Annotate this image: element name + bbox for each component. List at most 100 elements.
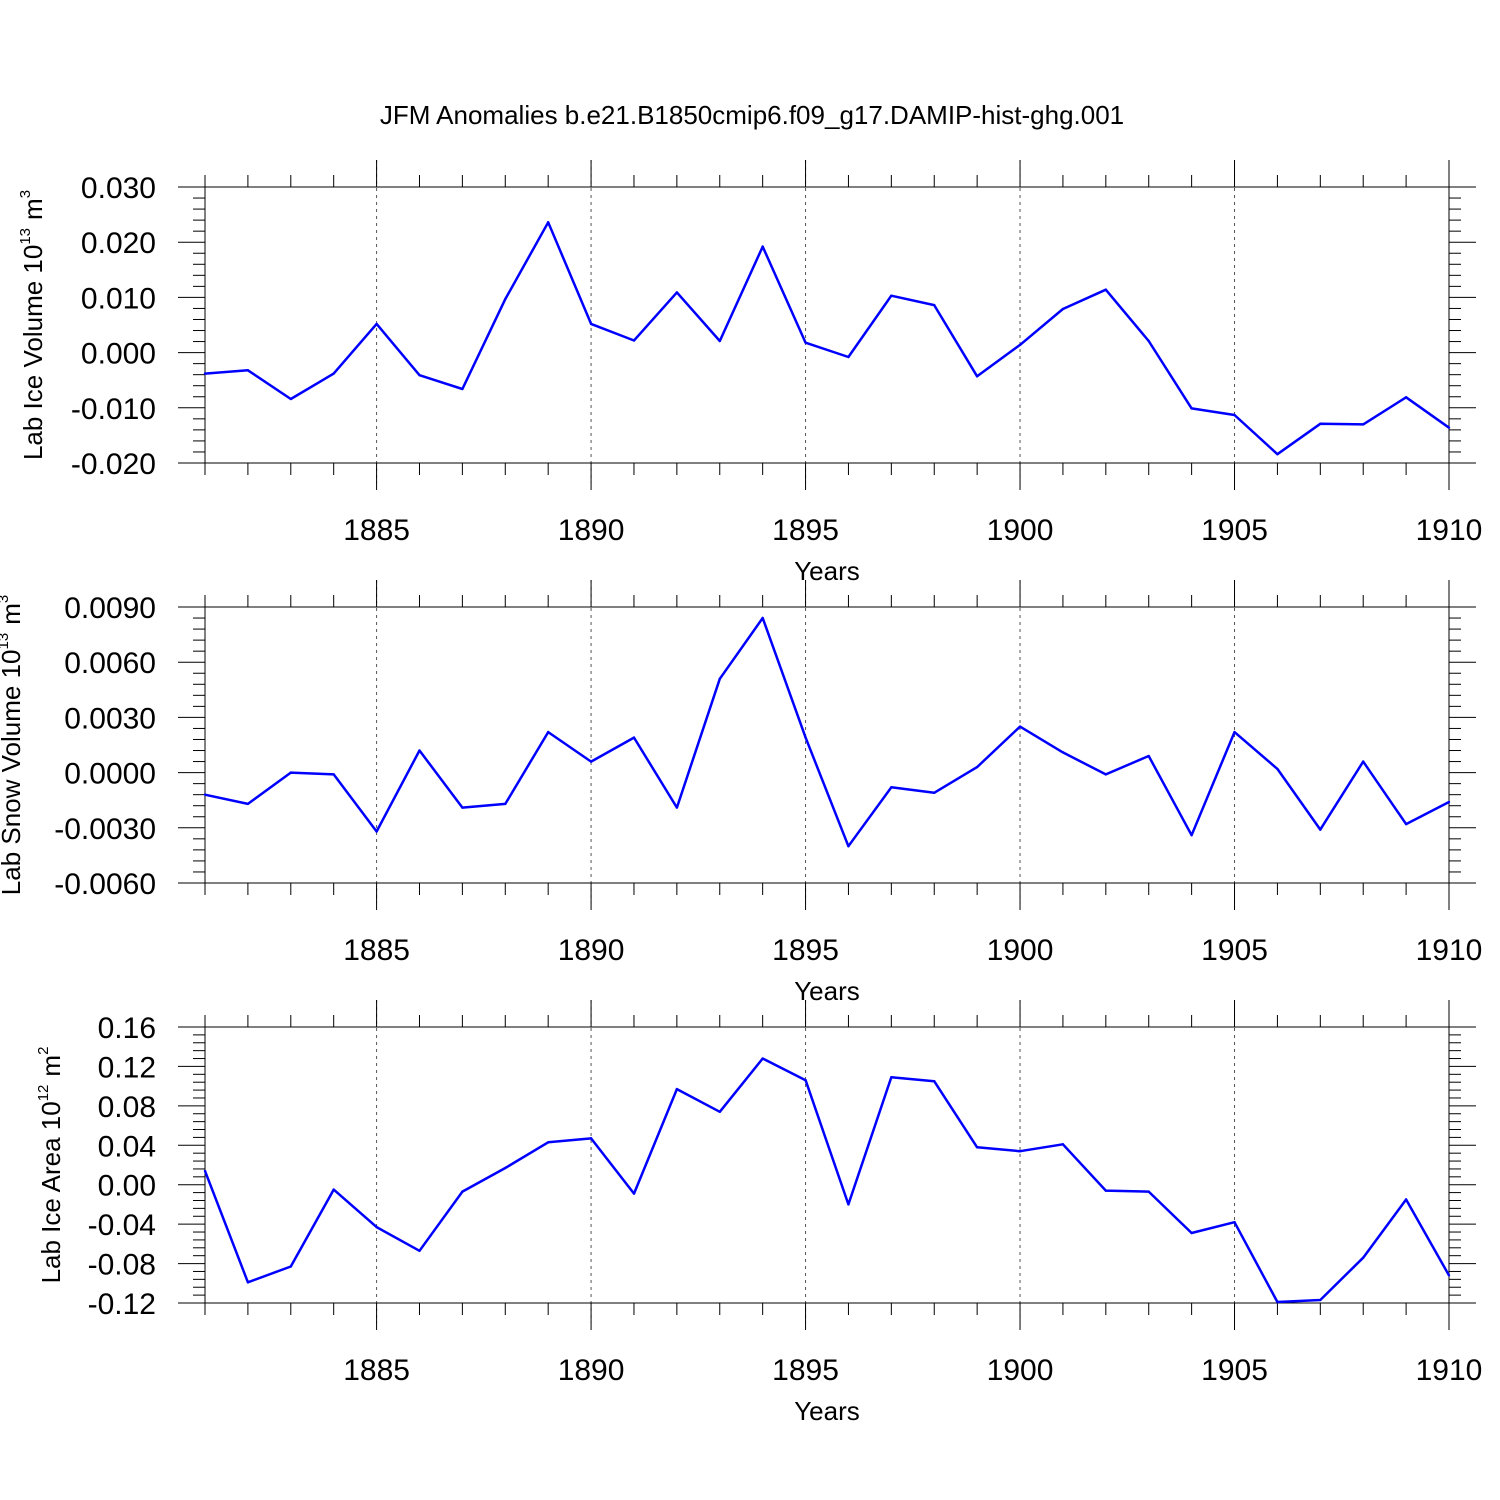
data-point: [632, 1192, 636, 1195]
x-tick-label: 1900: [987, 514, 1054, 547]
y-axis-label-unit: m: [18, 198, 48, 220]
data-point: [1404, 1198, 1408, 1201]
data-point: [761, 245, 764, 248]
data-point: [418, 1249, 421, 1252]
data-point: [718, 677, 721, 680]
panel-1: 1885 1890 1895 1900 1905 1910 Years -0.020 -0.01…: [17, 160, 1482, 586]
data-point: [1276, 1300, 1279, 1304]
x-tick-label: 1910: [1416, 934, 1483, 967]
x-tick-label: 1895: [772, 934, 839, 967]
data-point: [1061, 1143, 1065, 1146]
y-tick-label: 0.010: [81, 282, 156, 315]
y-axis-label-exponent: 13: [17, 228, 34, 245]
y-tick-label: 0.08: [98, 1091, 156, 1124]
data-point: [804, 341, 807, 344]
y-axis-label-unit: m: [36, 1055, 66, 1077]
data-point: [675, 1087, 679, 1091]
y-tick-label: 0.030: [81, 172, 156, 205]
data-point: [933, 1080, 936, 1083]
x-tick-label: 1910: [1416, 1354, 1483, 1387]
x-axis-label: Years: [794, 556, 860, 586]
data-point: [203, 1169, 207, 1173]
y-tick-label: 0.00: [98, 1170, 156, 1203]
y-tick-label: 0.04: [98, 1130, 156, 1163]
data-point: [1147, 1190, 1150, 1193]
data-point: [1233, 413, 1236, 417]
y-tick-label: -0.010: [71, 393, 156, 426]
data-point: [1404, 822, 1408, 826]
y-tick-label: 0.000: [81, 338, 156, 371]
data-point: [246, 802, 250, 806]
data-point: [375, 830, 378, 833]
data-point: [1319, 422, 1322, 426]
data-point: [289, 771, 292, 774]
x-tick-label: 1905: [1201, 1354, 1268, 1387]
data-point: [1362, 1256, 1365, 1259]
data-point: [332, 372, 335, 375]
data-point: [1018, 1150, 1022, 1153]
data-point: [375, 1225, 378, 1229]
data-point: [461, 806, 464, 809]
y-axis-label-unit: m: [0, 603, 26, 625]
data-point: [1104, 288, 1108, 291]
data-point: [1104, 773, 1108, 776]
x-tick-label: 1895: [772, 514, 839, 547]
data-point: [1447, 1274, 1451, 1277]
data-point: [203, 372, 207, 375]
data-point: [1104, 1189, 1108, 1192]
y-axis-label: Lab Ice Volume 1013 m3: [17, 190, 48, 460]
data-point: [246, 1281, 250, 1284]
x-axis-label: Years: [794, 976, 860, 1006]
data-point: [1233, 1220, 1236, 1224]
y-axis-label-unit-exponent: 3: [0, 595, 12, 603]
data-point: [546, 221, 550, 224]
data-point: [847, 845, 850, 848]
data-point: [246, 369, 250, 372]
x-tick-label: 1895: [772, 1354, 839, 1387]
data-point: [504, 1166, 507, 1170]
y-axis-label-exponent: 12: [35, 1085, 52, 1102]
data-point: [418, 374, 421, 377]
data-point: [1061, 307, 1065, 311]
y-tick-label: -0.08: [88, 1249, 156, 1282]
y-axis-label: Lab Ice Area 1012 m2: [35, 1047, 66, 1284]
data-point: [461, 387, 464, 391]
x-tick-label: 1885: [343, 514, 410, 547]
data-point: [675, 806, 679, 809]
data-point: [546, 1141, 550, 1144]
data-point: [289, 397, 292, 401]
data-point: [1362, 423, 1365, 426]
chart-title: JFM Anomalies b.e21.B1850cmip6.f09_g17.D…: [380, 100, 1124, 130]
data-point: [1147, 754, 1150, 758]
data-point: [203, 793, 207, 796]
panel-3: 1885 1890 1895 1900 1905 1910 Years -0.12 -0.08 -…: [35, 1000, 1482, 1426]
y-tick-label: -0.04: [88, 1209, 156, 1242]
x-tick-label: 1900: [987, 934, 1054, 967]
data-point: [1362, 760, 1365, 763]
data-point: [1018, 343, 1022, 347]
data-point: [546, 730, 550, 734]
data-point: [461, 1190, 464, 1193]
data-point: [1190, 1231, 1193, 1235]
data-point: [1276, 452, 1279, 456]
y-axis-label-unit-exponent: 3: [17, 190, 34, 198]
y-tick-label: -0.0060: [54, 868, 156, 901]
data-point: [589, 1137, 593, 1140]
data-point: [332, 773, 335, 776]
data-point: [1447, 800, 1451, 804]
y-tick-label: 0.0090: [64, 592, 156, 625]
data-point: [933, 791, 936, 795]
x-tick-label: 1900: [987, 1354, 1054, 1387]
y-tick-label: -0.12: [88, 1288, 156, 1321]
y-axis-label-base: Lab Ice Area 10: [36, 1101, 66, 1283]
data-point: [504, 802, 507, 806]
data-point: [718, 339, 721, 343]
x-tick-label: 1890: [558, 1354, 625, 1387]
data-point: [1018, 725, 1022, 728]
x-axis-label: Years: [794, 1396, 860, 1426]
y-axis-label-base: Lab Ice Volume 10: [18, 245, 48, 460]
data-point: [847, 1203, 850, 1206]
data-point: [1404, 396, 1408, 399]
y-tick-label: -0.0030: [54, 813, 156, 846]
